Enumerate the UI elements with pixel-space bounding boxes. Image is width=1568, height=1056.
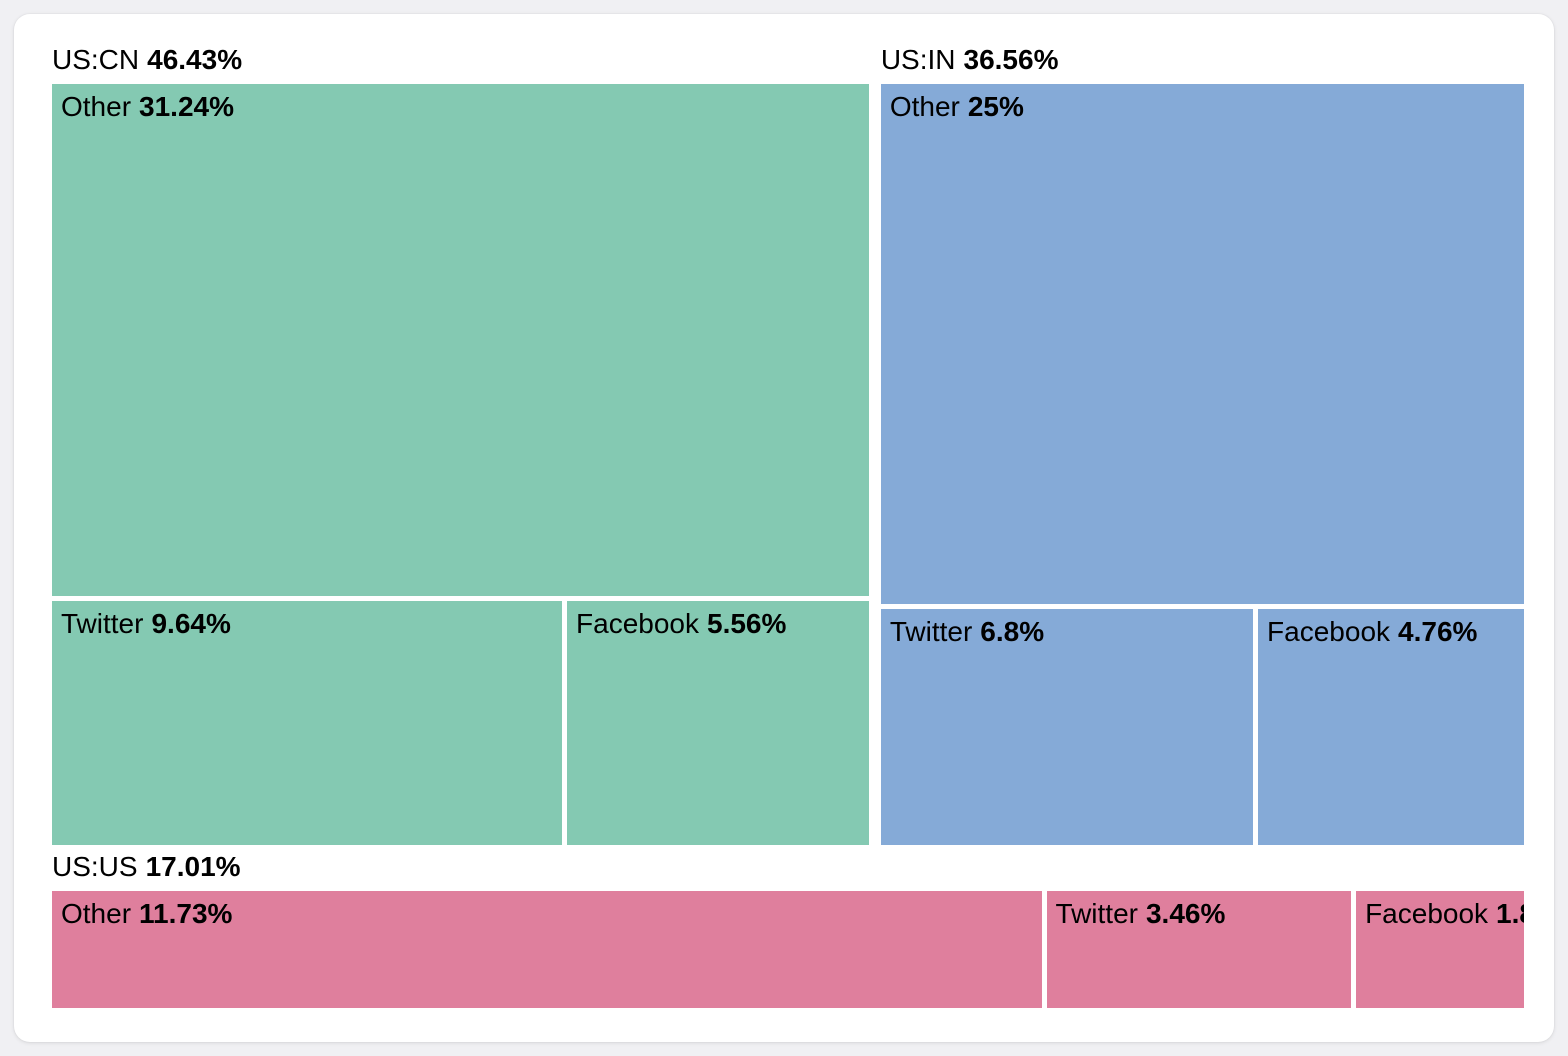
treemap-group-us-in: US:IN 36.56% Other 25% Twitter 6.8% Facebook 4.… (880, 38, 1524, 845)
group-value: 17.01% (145, 850, 241, 882)
cell-value: 6.8% (980, 615, 1045, 647)
cell-name: Other (61, 91, 132, 122)
cell-name: Twitter (1055, 897, 1138, 929)
cell-value: 5.56% (707, 607, 787, 639)
cell-label: Other 11.73% (61, 898, 232, 929)
cell-value: 25% (967, 91, 1024, 122)
cell-value: 11.73% (139, 897, 233, 929)
cell-name: Other (61, 897, 132, 929)
treemap-container: US:CN 46.43% Other 31.24% Twitter 9.64% Facebo… (52, 38, 1524, 1008)
cell-name: Facebook (1267, 615, 1391, 647)
group-header-us-in: US:IN 36.56% (881, 38, 1524, 84)
group-header-us-us: US:US 17.01% (52, 845, 1524, 891)
cell-label: Twitter 3.46% (1056, 898, 1226, 929)
treemap-top-row: US:CN 46.43% Other 31.24% Twitter 9.64% Facebo… (52, 38, 1524, 845)
cell-label: Other 25% (890, 91, 1024, 122)
treemap-cell-us-us-twitter[interactable]: Twitter 3.46% (1046, 890, 1352, 1008)
group-header-us-cn: US:CN 46.43% (52, 38, 869, 84)
group-value: 36.56% (963, 44, 1059, 75)
cell-value: 1.81% (1496, 897, 1524, 929)
treemap-cell-us-in-other[interactable]: Other 25% (880, 84, 1524, 604)
treemap-cell-us-us-other[interactable]: Other 11.73% (52, 890, 1042, 1008)
chart-card: US:CN 46.43% Other 31.24% Twitter 9.64% Facebo… (14, 14, 1554, 1042)
treemap-group-us-cn: US:CN 46.43% Other 31.24% Twitter 9.64% Facebo… (52, 38, 869, 845)
cell-name: Other (889, 91, 960, 122)
treemap-group-us-us: US:US 17.01% Other 11.73% Twitter 3.46% Facebo… (52, 845, 1524, 1008)
treemap-cell-us-cn-twitter[interactable]: Twitter 9.64% (52, 600, 563, 845)
cell-name: Facebook (576, 607, 699, 639)
cell-label: Facebook 5.56% (576, 608, 786, 639)
cell-label: Facebook 4.76% (1267, 616, 1477, 647)
cell-value: 4.76% (1398, 615, 1478, 647)
cell-value: 3.46% (1145, 897, 1226, 929)
group-cells: Other 31.24% Twitter 9.64% Facebook 5.56% (52, 84, 869, 845)
treemap-bottom-row: US:US 17.01% Other 11.73% Twitter 3.46% Facebo… (52, 845, 1524, 1008)
cell-name: Twitter (889, 615, 973, 647)
group-name: US:US (52, 850, 138, 882)
cell-label: Twitter 6.8% (890, 616, 1044, 647)
cell-value: 9.64% (151, 607, 231, 639)
cell-value: 31.24% (139, 91, 234, 122)
group-subrow: Twitter 9.64% Facebook 5.56% (52, 600, 869, 845)
cell-name: Facebook (1365, 897, 1489, 929)
treemap-cell-us-cn-facebook[interactable]: Facebook 5.56% (567, 600, 869, 845)
cell-label: Other 31.24% (61, 91, 234, 122)
treemap-cell-us-in-twitter[interactable]: Twitter 6.8% (880, 608, 1254, 845)
treemap-cell-us-cn-other[interactable]: Other 31.24% (52, 84, 869, 596)
group-name: US:IN (880, 44, 956, 75)
group-value: 46.43% (147, 44, 243, 75)
group-subrow: Twitter 6.8% Facebook 4.76% (880, 608, 1524, 845)
treemap-cell-us-in-facebook[interactable]: Facebook 4.76% (1258, 608, 1524, 845)
group-name: US:CN (52, 44, 140, 75)
group-cells: Other 25% Twitter 6.8% Facebook 4.76% (880, 84, 1524, 845)
cell-name: Twitter (61, 607, 144, 639)
cell-label: Twitter 9.64% (61, 608, 231, 639)
